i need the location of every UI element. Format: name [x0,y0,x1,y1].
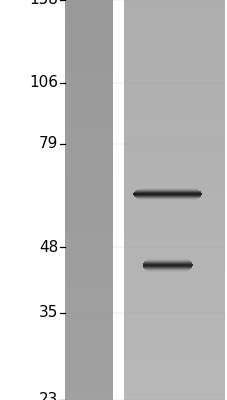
Text: 79: 79 [39,136,58,151]
Text: 23: 23 [39,392,58,400]
Text: 106: 106 [29,75,58,90]
Text: 48: 48 [39,240,58,255]
Text: 158: 158 [29,0,58,8]
Text: 35: 35 [39,305,58,320]
